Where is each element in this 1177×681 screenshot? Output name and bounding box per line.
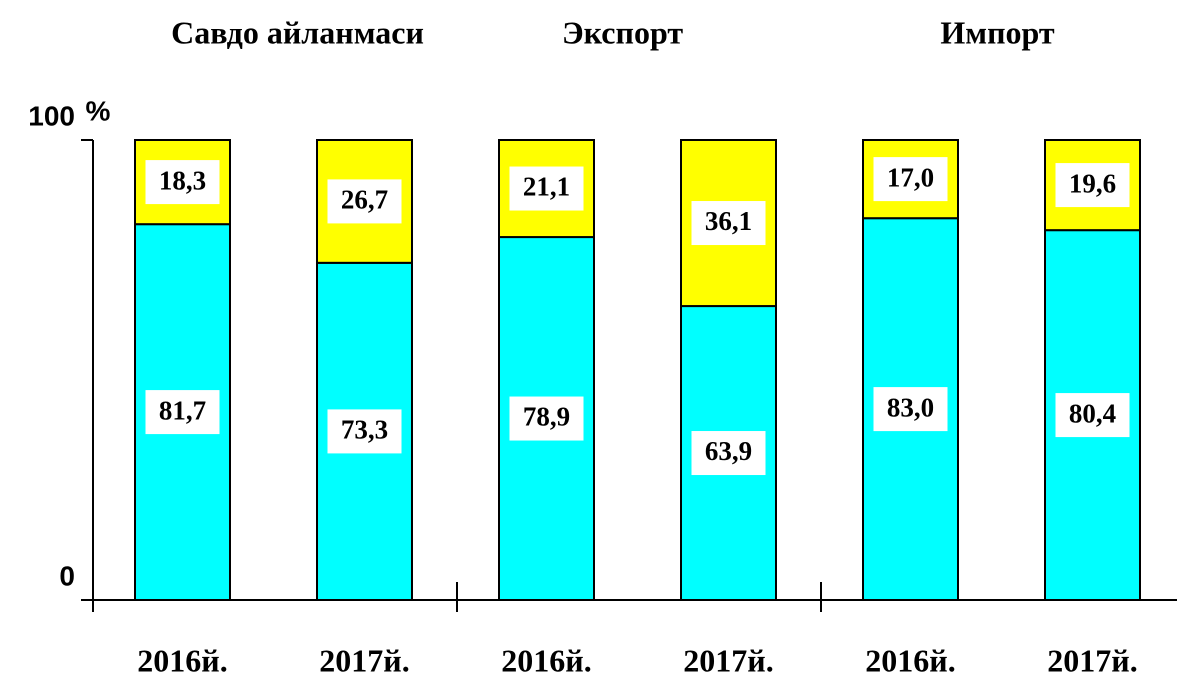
value-label-box (873, 157, 948, 202)
value-label-box (509, 166, 584, 211)
y-axis-label: % (86, 95, 111, 126)
value-label: 83,0 (887, 392, 934, 422)
value-label: 36,1 (705, 206, 752, 236)
value-label-box (327, 179, 402, 224)
x-tick-label: 2016й. (137, 642, 227, 678)
value-label: 73,3 (341, 415, 388, 445)
value-label-box (1055, 163, 1130, 208)
value-label-box (145, 160, 220, 205)
value-label: 18,3 (159, 165, 206, 195)
value-label-box (509, 396, 584, 441)
x-tick-label: 2017й. (319, 642, 409, 678)
x-tick-label: 2017й. (1047, 642, 1137, 678)
value-label-box (1055, 393, 1130, 438)
value-label-box (691, 431, 766, 476)
value-label: 81,7 (159, 395, 206, 425)
value-label-box (691, 201, 766, 246)
group-label: Экспорт (562, 14, 683, 50)
value-label: 17,0 (887, 162, 934, 192)
value-label: 26,7 (341, 185, 388, 215)
y-tick-label: 100 (28, 100, 75, 131)
group-label: Савдо айланмаси (171, 14, 424, 50)
group-label: Импорт (940, 14, 1055, 50)
value-label: 80,4 (1069, 398, 1116, 428)
value-label-box (873, 387, 948, 432)
value-label: 78,9 (523, 402, 570, 432)
x-tick-label: 2017й. (683, 642, 773, 678)
value-label: 21,1 (523, 172, 570, 202)
value-label: 63,9 (705, 436, 752, 466)
value-label: 19,6 (1069, 168, 1116, 198)
value-label-box (145, 390, 220, 435)
x-tick-label: 2016й. (865, 642, 955, 678)
x-tick-label: 2016й. (501, 642, 591, 678)
value-label-box (327, 409, 402, 454)
y-tick-label: 0 (59, 560, 75, 591)
